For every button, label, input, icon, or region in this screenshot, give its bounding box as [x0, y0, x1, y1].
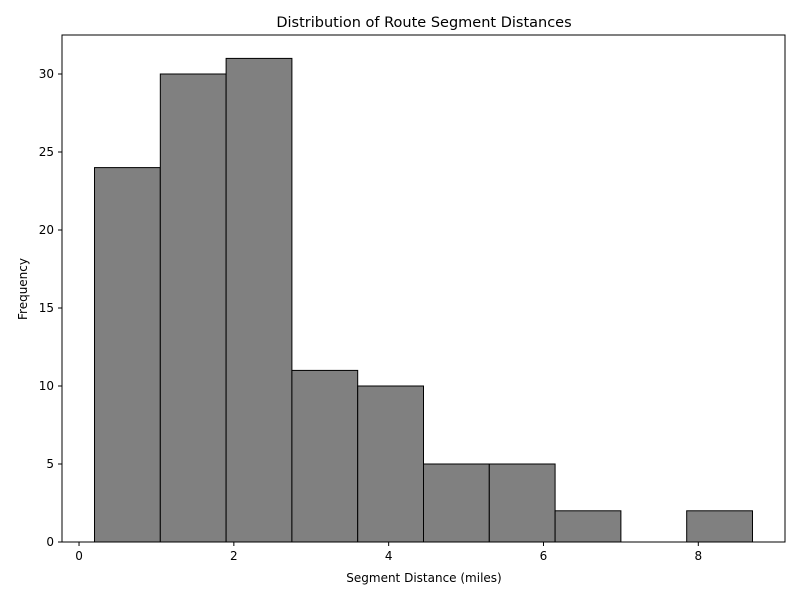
y-ticks: 0 5 10 15 20 25 30 — [39, 67, 62, 549]
chart-title: Distribution of Route Segment Distances — [276, 15, 571, 31]
histogram-bar-6 — [488, 463, 556, 543]
x-tick-label-1: 2 — [230, 549, 238, 563]
y-tick-label-0: 0 — [46, 535, 54, 549]
y-tick-label-5: 25 — [39, 145, 54, 159]
y-tick-label-3: 15 — [39, 301, 54, 315]
x-ticks: 0 2 4 6 8 — [75, 542, 702, 563]
x-tick-label-0: 0 — [75, 549, 83, 563]
histogram-bar-7 — [554, 510, 622, 543]
x-tick-label-4: 8 — [694, 549, 702, 563]
y-axis-label: Frequency — [16, 258, 30, 320]
y-tick-label-2: 10 — [39, 379, 54, 393]
x-tick-label-3: 6 — [540, 549, 548, 563]
histogram-bar-9 — [686, 510, 753, 543]
histogram-bar-0 — [94, 167, 161, 543]
bars-group — [94, 57, 753, 543]
x-tick-label-2: 4 — [385, 549, 393, 563]
histogram-bar-1 — [159, 73, 227, 543]
y-tick-label-6: 30 — [39, 67, 54, 81]
y-tick-label-4: 20 — [39, 223, 54, 237]
histogram-bar-2 — [225, 57, 293, 543]
plot-frame — [61, 34, 786, 543]
histogram-bar-3 — [291, 369, 359, 543]
histogram-bar-4 — [357, 385, 425, 543]
x-axis-label: Segment Distance (miles) — [346, 571, 501, 585]
histogram-bar-5 — [423, 463, 490, 543]
y-tick-label-1: 5 — [46, 457, 54, 471]
